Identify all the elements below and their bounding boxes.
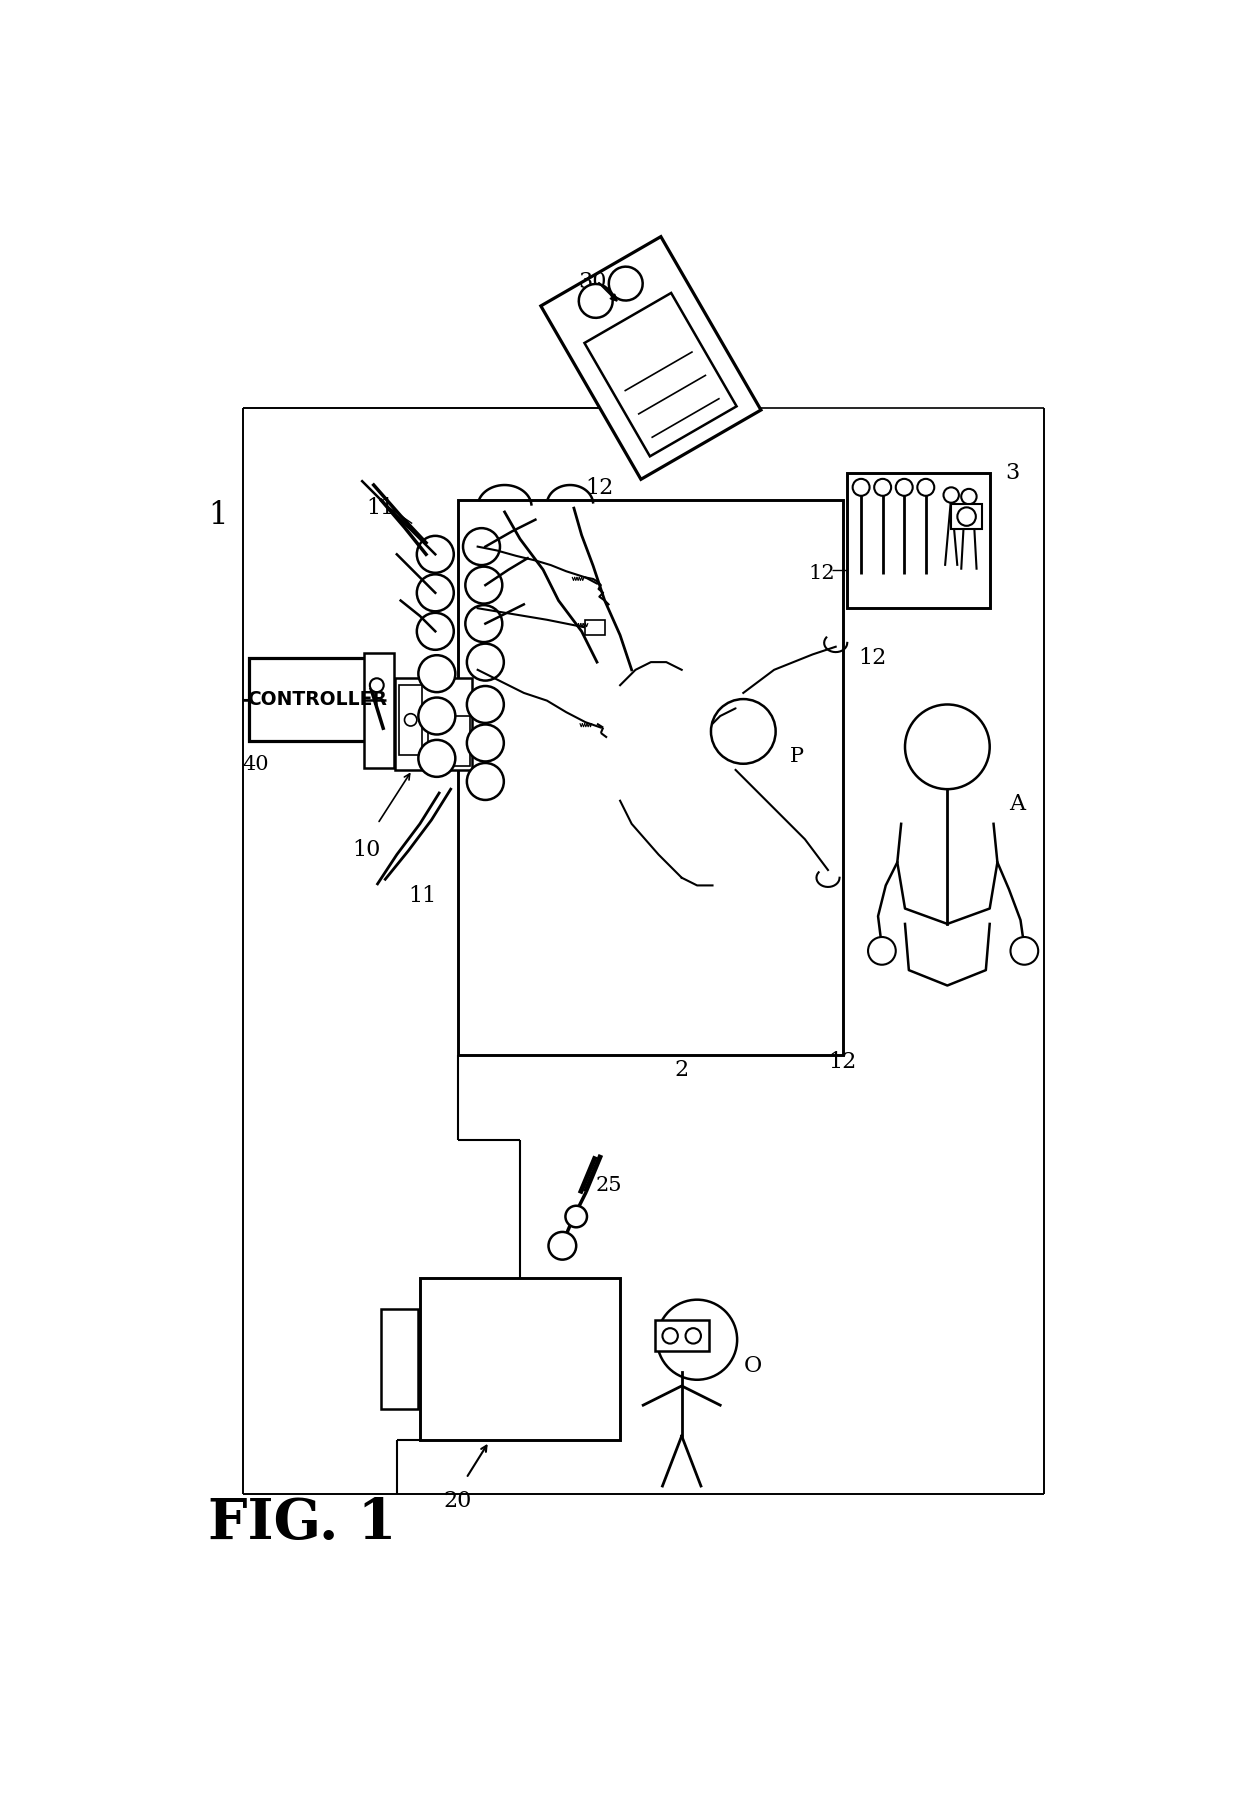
Circle shape (467, 643, 503, 681)
Bar (585, 620, 605, 636)
Bar (428, 717, 470, 767)
Circle shape (905, 704, 990, 788)
Circle shape (465, 605, 502, 643)
Circle shape (467, 763, 503, 799)
Circle shape (579, 284, 613, 318)
Circle shape (370, 679, 383, 691)
Bar (420, 1279, 620, 1440)
Text: 3: 3 (1006, 462, 1019, 483)
Text: 12: 12 (828, 1051, 857, 1072)
Bar (382, 1309, 418, 1410)
Circle shape (418, 740, 455, 778)
Circle shape (662, 1329, 678, 1343)
Text: 11: 11 (366, 496, 394, 519)
Circle shape (657, 1300, 737, 1379)
Bar (249, 659, 386, 742)
Bar (459, 501, 843, 1054)
Circle shape (609, 266, 642, 300)
Circle shape (918, 480, 934, 496)
Bar (396, 677, 472, 770)
Bar (584, 293, 737, 456)
Circle shape (465, 568, 502, 603)
Circle shape (548, 1232, 577, 1259)
Circle shape (711, 699, 776, 763)
Bar (399, 686, 422, 754)
Circle shape (418, 656, 455, 691)
Circle shape (418, 697, 455, 735)
Circle shape (404, 713, 417, 726)
Circle shape (957, 506, 976, 526)
Circle shape (853, 480, 869, 496)
Circle shape (417, 535, 454, 573)
Text: 2: 2 (675, 1058, 688, 1081)
Circle shape (467, 724, 503, 762)
Text: P: P (790, 747, 804, 765)
Circle shape (417, 612, 454, 650)
Text: O: O (743, 1356, 761, 1378)
Text: 12: 12 (585, 478, 614, 499)
Circle shape (1011, 938, 1038, 964)
Text: 11: 11 (408, 885, 436, 907)
Text: FIG. 1: FIG. 1 (208, 1496, 397, 1552)
Text: 30: 30 (578, 271, 606, 293)
Text: 35: 35 (693, 397, 722, 418)
Text: 20: 20 (443, 1491, 471, 1512)
Circle shape (868, 938, 895, 964)
Text: CONTROLLER: CONTROLLER (248, 690, 387, 709)
Bar (655, 1320, 708, 1351)
Circle shape (565, 1205, 587, 1227)
Circle shape (874, 480, 892, 496)
Circle shape (944, 487, 959, 503)
Text: 1: 1 (208, 501, 228, 532)
Text: 40: 40 (243, 754, 269, 774)
Circle shape (961, 489, 977, 505)
Circle shape (895, 480, 913, 496)
Circle shape (463, 528, 500, 566)
Circle shape (467, 686, 503, 724)
Text: 12: 12 (859, 647, 887, 668)
Text: 12: 12 (808, 564, 836, 582)
Text: 10: 10 (352, 839, 381, 862)
Circle shape (686, 1329, 701, 1343)
Bar (951, 505, 982, 528)
Circle shape (417, 575, 454, 611)
Bar (847, 474, 990, 609)
Bar (541, 237, 761, 480)
Text: 25: 25 (595, 1176, 622, 1196)
Text: A: A (1009, 794, 1025, 815)
Bar (365, 654, 394, 769)
